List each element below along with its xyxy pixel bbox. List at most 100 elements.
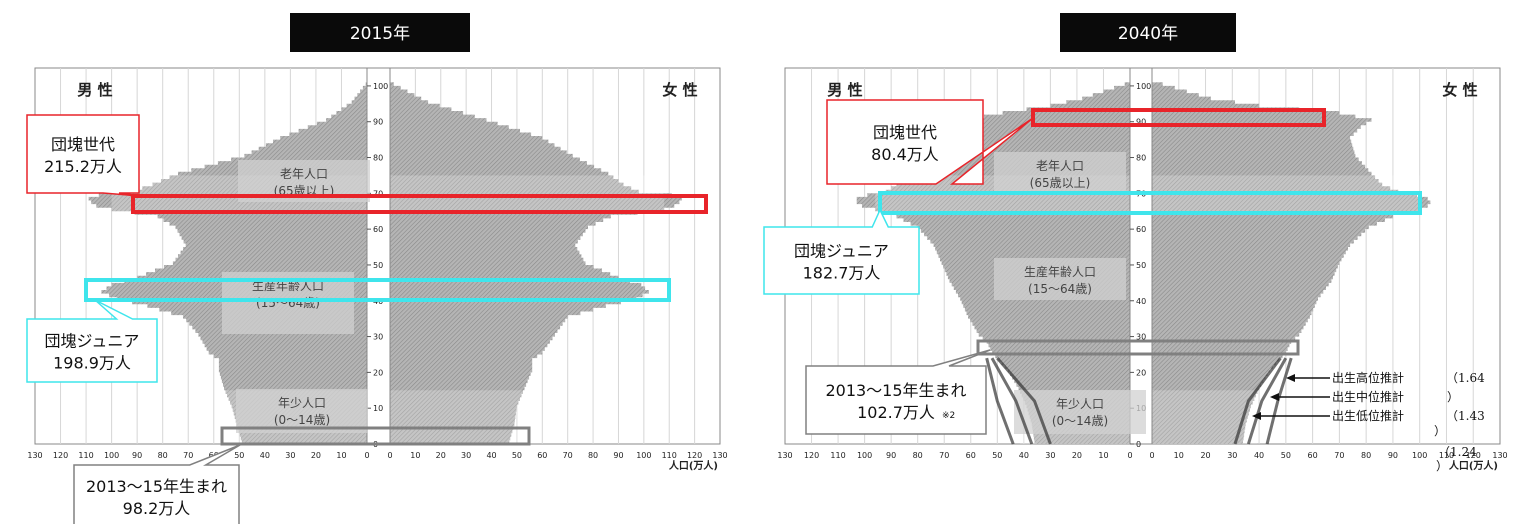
age-tick-label: 90 [1136, 118, 1146, 127]
dankai-callout-2015-value: 215.2万人 [44, 157, 122, 176]
segment-sublabel: (0〜14歳) [1052, 414, 1108, 428]
age-tick-label: 20 [1136, 368, 1146, 377]
chart-title: 2015年 [350, 24, 410, 44]
x-tick-label: 80 [913, 451, 923, 460]
age-tick-label: 90 [373, 118, 383, 127]
x-tick-label: 50 [512, 451, 522, 460]
age-tick-label: 40 [1136, 297, 1146, 306]
x-tick-label: 100 [1412, 451, 1427, 460]
x-axis-unit: 人口(万人) [1449, 459, 1498, 472]
born-2013-15-highlight-2015 [220, 426, 531, 446]
x-tick-label: 30 [1045, 451, 1055, 460]
chart-title-banner [1060, 13, 1236, 52]
x-tick-label: 50 [1281, 451, 1291, 460]
x-tick-label: 0 [387, 451, 392, 460]
x-tick-label: 60 [966, 451, 976, 460]
born-callout-2015-value: 98.2万人 [123, 499, 191, 518]
x-tick-label: 30 [461, 451, 471, 460]
x-tick-label: 0 [364, 451, 369, 460]
x-tick-label: 130 [712, 451, 727, 460]
junior-callout-2015-name: 団塊ジュニア [45, 332, 140, 351]
x-tick-label: 10 [1174, 451, 1184, 460]
born-callout-2040-box [805, 349, 991, 435]
male-label: 男 性 [77, 81, 112, 99]
female-label: 女 性 [1442, 81, 1477, 99]
junior-callout-2040-name: 団塊ジュニア [794, 242, 889, 261]
x-tick-label: 40 [260, 451, 270, 460]
projection-line-female [1246, 357, 1288, 445]
male-label: 男 性 [827, 81, 862, 99]
pyramid-1: 0 10 20 30 40 50 60 70 80 90 100 130 120 110 100 90 80 70… [27, 13, 728, 472]
dankai-callout-2040-value: 80.4万人 [871, 145, 939, 164]
x-tick-label: 30 [285, 451, 295, 460]
projection-extra-tail: ） [1436, 459, 1448, 473]
x-tick-label: 70 [183, 451, 193, 460]
junior-callout-2040-value: 182.7万人 [803, 264, 881, 283]
x-tick-label: 10 [336, 451, 346, 460]
projection-extra-value: （1.24 [1438, 445, 1477, 459]
born-callout-2015-name: 2013〜15年生まれ [86, 477, 227, 496]
youth-band [1152, 390, 1258, 444]
projection-line-male [990, 357, 1034, 445]
x-tick-label: 130 [777, 451, 792, 460]
projection-value: （1.64 [1446, 371, 1485, 385]
dankai-callout-2040-name: 団塊世代 [873, 123, 937, 142]
x-tick-label: 90 [613, 451, 623, 460]
projection-arrowhead [1270, 393, 1279, 401]
age-tick-label: 80 [1136, 154, 1146, 163]
born-callout-2015-box [73, 444, 241, 524]
junior-callout-2015-value: 198.9万人 [53, 354, 131, 373]
dankai-callout-2015-name: 団塊世代 [51, 135, 115, 154]
x-tick-label: 100 [636, 451, 651, 460]
segment-sublabel: (15〜64歳) [1028, 282, 1092, 296]
segment-label-box [994, 152, 1126, 194]
x-tick-label: 70 [563, 451, 573, 460]
x-tick-label: 70 [939, 451, 949, 460]
x-tick-label: 130 [1492, 451, 1507, 460]
age-tick-label: 100 [373, 82, 388, 91]
x-tick-label: 130 [27, 451, 42, 460]
x-tick-label: 80 [588, 451, 598, 460]
age-tick-label: 30 [1136, 333, 1146, 342]
junior-callout-2015-box [26, 299, 158, 383]
x-tick-label: 40 [1019, 451, 1029, 460]
youth-band [390, 390, 524, 444]
age-tick-label: 50 [373, 261, 383, 270]
x-tick-label: 110 [830, 451, 845, 460]
dankai-callout-2040-box [826, 99, 1034, 185]
projection-label: 出生高位推計 [1332, 370, 1404, 385]
projection-label: 出生低位推計 [1332, 408, 1404, 423]
x-tick-label: 10 [1098, 451, 1108, 460]
elderly-band [390, 175, 665, 212]
x-tick-label: 20 [311, 451, 321, 460]
x-tick-label: 80 [1361, 451, 1371, 460]
age-tick-label: 0 [1136, 440, 1141, 449]
age-tick-label: 60 [373, 225, 383, 234]
age-tick-label: 70 [373, 189, 383, 198]
x-tick-label: 90 [132, 451, 142, 460]
x-tick-label: 0 [1127, 451, 1132, 460]
x-tick-label: 20 [1200, 451, 1210, 460]
x-tick-label: 100 [857, 451, 872, 460]
segment-label: 年少人口 [278, 396, 326, 410]
projection-label: 出生中位推計 [1332, 389, 1404, 404]
age-axis-column [1129, 67, 1153, 445]
x-tick-label: 110 [78, 451, 93, 460]
x-tick-label: 110 [1439, 451, 1454, 460]
junior-highlight-2015 [84, 278, 671, 302]
segment-sublabel: (65歳以上) [1030, 176, 1091, 190]
junior-callout-2040-box [763, 208, 920, 295]
chart-title-banner [290, 13, 470, 52]
x-tick-label: 90 [886, 451, 896, 460]
x-tick-label: 120 [687, 451, 702, 460]
x-tick-label: 40 [1254, 451, 1264, 460]
x-axis-unit: 人口(万人) [669, 459, 718, 472]
segment-label-box [222, 272, 354, 334]
x-tick-label: 80 [158, 451, 168, 460]
segment-label-box [1014, 390, 1146, 434]
x-tick-label: 50 [234, 451, 244, 460]
x-tick-label: 30 [1227, 451, 1237, 460]
x-tick-label: 20 [1072, 451, 1082, 460]
born-callout-2040-name: 2013〜15年生まれ [825, 381, 966, 400]
segment-label: 老年人口 [280, 167, 328, 181]
